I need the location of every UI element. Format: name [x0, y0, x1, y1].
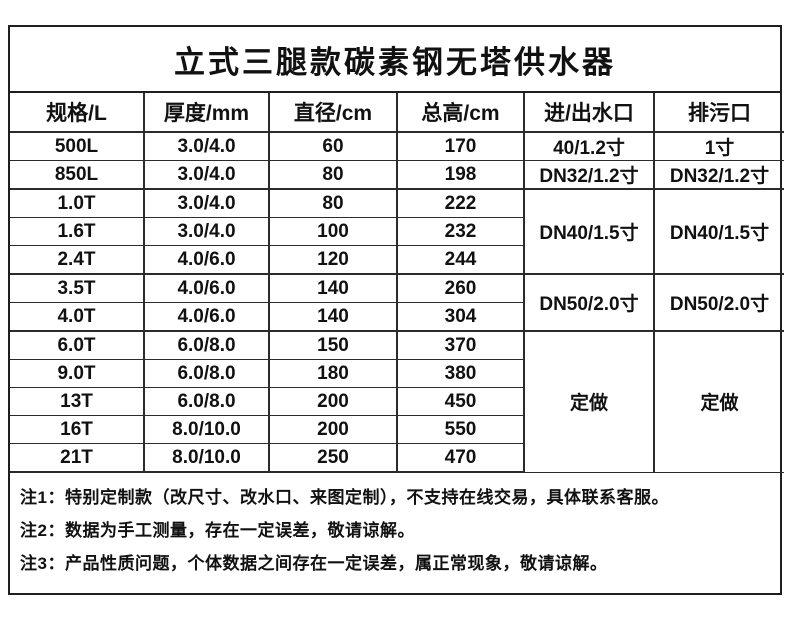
table-cell: 500L	[10, 131, 145, 161]
table-cell: 450	[396, 387, 524, 416]
spec-table: 规格/L 厚度/mm 直径/cm 总高/cm 进/出水口 排污口 500L 3.0/4.0 6…	[10, 93, 784, 473]
table-cell: 40/1.2寸	[523, 131, 655, 161]
table-cell: 4.0/6.0	[143, 273, 270, 303]
column-header: 直径/cm	[268, 93, 398, 133]
table-cell: 6.0/8.0	[143, 330, 270, 360]
table-cell: 170	[396, 131, 525, 161]
note-line-3: 注3：产品性质问题，个体数据之间存在一定误差，属正常现象，敬请谅解。	[20, 554, 608, 573]
table-cell: 380	[396, 359, 524, 388]
table-cell: 3.0/4.0	[143, 160, 270, 190]
table-cell: 3.0/4.0	[143, 217, 270, 246]
header-row: 规格/L 厚度/mm 直径/cm 总高/cm 进/出水口 排污口	[10, 93, 784, 133]
column-header: 总高/cm	[396, 93, 525, 133]
column-header: 排污口	[653, 93, 784, 133]
table-cell: 4.0/6.0	[143, 302, 270, 332]
table-row: 4.0T 4.0/6.0 140 304	[10, 302, 784, 332]
table-cell: 60	[268, 131, 398, 161]
table-cell: 470	[396, 443, 524, 473]
table-cell: DN32/1.2寸	[653, 160, 784, 190]
table-cell: 140	[268, 273, 398, 303]
spec-table-head: 规格/L 厚度/mm 直径/cm 总高/cm 进/出水口 排污口	[10, 93, 784, 133]
table-cell: DN40/1.5寸	[653, 188, 784, 275]
table-row: 500L 3.0/4.0 60 170 40/1.2寸 1寸	[10, 131, 784, 161]
table-cell: 8.0/10.0	[143, 415, 270, 444]
table-cell: 21T	[10, 443, 145, 473]
table-cell: 4.0T	[10, 302, 145, 332]
table-row: 850L 3.0/4.0 80 198 DN32/1.2寸 DN32/1.2寸	[10, 160, 784, 190]
title-bar: 立式三腿款碳素钢无塔供水器	[10, 27, 780, 93]
spec-table-body: 500L 3.0/4.0 60 170 40/1.2寸 1寸 850L 3.0/4.0 80 19…	[10, 131, 784, 473]
table-row: 3.5T 4.0/6.0 140 260 DN50/2.0寸 DN50/2.0寸	[10, 273, 784, 332]
table-cell: 6.0/8.0	[143, 387, 270, 416]
table-cell: 200	[268, 387, 398, 416]
column-header: 规格/L	[10, 93, 145, 133]
table-cell: 80	[268, 160, 398, 190]
page-title: 立式三腿款碳素钢无塔供水器	[174, 44, 616, 80]
table-cell: 1.0T	[10, 188, 145, 218]
table-row: 13T 6.0/8.0 200 450	[10, 387, 784, 416]
table-cell: 3.5T	[10, 273, 145, 303]
column-header: 进/出水口	[523, 93, 655, 133]
table-cell: 850L	[10, 160, 145, 190]
table-cell: 260	[396, 273, 525, 303]
table-cell: 6.0T	[10, 330, 145, 360]
table-cell: 100	[268, 217, 398, 246]
table-row: 9.0T 6.0/8.0 180 380	[10, 359, 784, 388]
table-cell: 222	[396, 188, 525, 218]
table-cell: 2.4T	[10, 245, 145, 275]
table-cell: 1寸	[653, 131, 784, 161]
table-cell: 370	[396, 330, 525, 360]
column-header: 厚度/mm	[143, 93, 270, 133]
table-cell: 4.0/6.0	[143, 245, 270, 275]
table-cell: 13T	[10, 387, 145, 416]
table-cell: 3.0/4.0	[143, 131, 270, 161]
table-cell: 8.0/10.0	[143, 443, 270, 473]
note-line-1: 注1：特别定制款（改尺寸、改水口、来图定制），不支持在线交易，具体联系客服。	[20, 488, 669, 507]
table-cell: 304	[396, 302, 524, 332]
table-cell: 250	[268, 443, 398, 473]
table-row: 16T 8.0/10.0 200 550	[10, 415, 784, 444]
table-cell: 3.0/4.0	[143, 188, 270, 218]
table-cell: 232	[396, 217, 524, 246]
table-cell: DN50/2.0寸	[653, 273, 784, 332]
spec-sheet: 立式三腿款碳素钢无塔供水器 规格/L 厚度/mm 直径/cm 总高/cm 进/出水口 排污…	[8, 25, 784, 595]
table-row: 1.6T 3.0/4.0 100 232	[10, 217, 784, 246]
table-cell: 244	[396, 245, 524, 275]
table-cell: DN40/1.5寸	[523, 188, 655, 275]
table-row: 21T 8.0/10.0 250 470	[10, 443, 784, 473]
table-row: 6.0T 6.0/8.0 150 370 定做 定做	[10, 330, 784, 473]
table-cell: 180	[268, 359, 398, 388]
table-cell: 16T	[10, 415, 145, 444]
table-cell: 198	[396, 160, 525, 190]
table-cell: 550	[396, 415, 524, 444]
table-row: 2.4T 4.0/6.0 120 244	[10, 245, 784, 275]
table-cell: DN32/1.2寸	[523, 160, 655, 190]
note-line-2: 注2：数据为手工测量，存在一定误差，敬请谅解。	[20, 521, 415, 540]
table-cell: 6.0/8.0	[143, 359, 270, 388]
table-row: 1.0T 3.0/4.0 80 222 DN40/1.5寸 DN40/1.5寸	[10, 188, 784, 275]
table-cell: DN50/2.0寸	[523, 273, 655, 332]
notes-section: 注1：特别定制款（改尺寸、改水口、来图定制），不支持在线交易，具体联系客服。 注…	[10, 473, 780, 580]
table-cell: 定做	[653, 330, 784, 473]
table-cell: 定做	[523, 330, 655, 473]
table-cell: 1.6T	[10, 217, 145, 246]
table-cell: 9.0T	[10, 359, 145, 388]
table-cell: 120	[268, 245, 398, 275]
table-cell: 200	[268, 415, 398, 444]
table-cell: 140	[268, 302, 398, 332]
table-cell: 80	[268, 188, 398, 218]
table-cell: 150	[268, 330, 398, 360]
